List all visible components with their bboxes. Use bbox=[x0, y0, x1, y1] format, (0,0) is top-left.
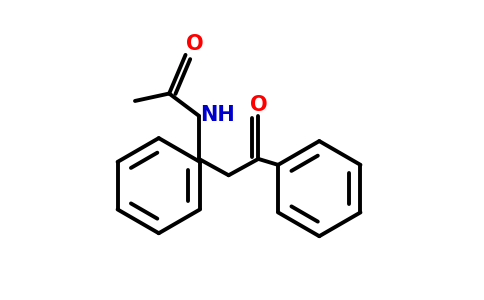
Text: O: O bbox=[186, 34, 204, 54]
Text: NH: NH bbox=[200, 105, 235, 125]
Text: O: O bbox=[250, 95, 268, 115]
